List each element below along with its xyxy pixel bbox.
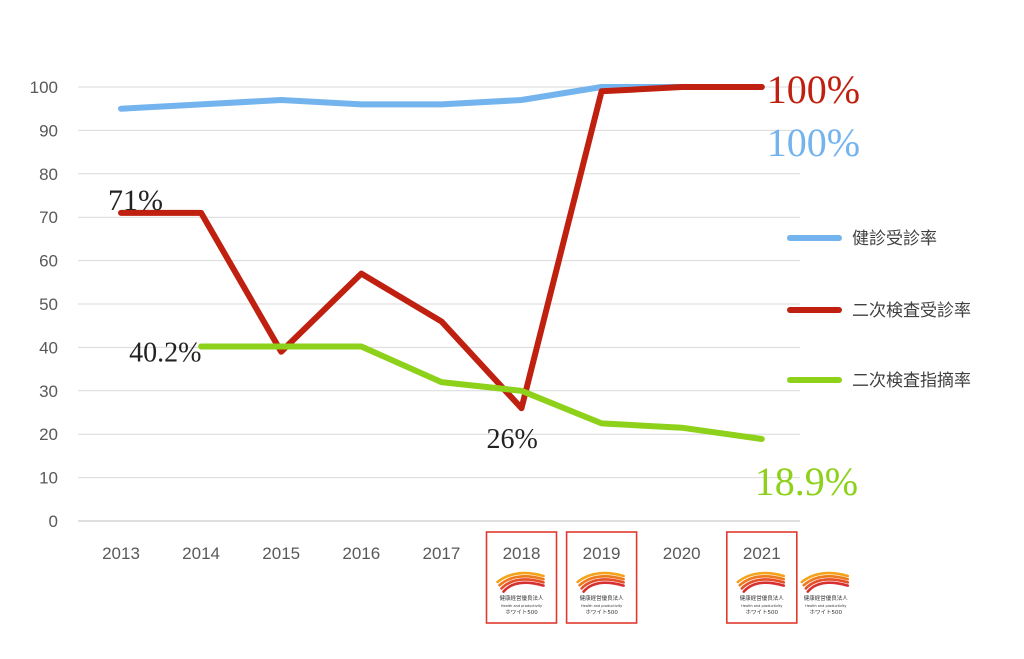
x-tick-label: 2013 xyxy=(102,544,140,563)
y-tick-label: 20 xyxy=(39,425,58,444)
swoosh xyxy=(502,581,545,593)
data-label: 26% xyxy=(487,424,538,455)
badge-frame xyxy=(725,531,798,624)
badge-frame xyxy=(565,531,638,624)
logo-lettering: Health and productivity xyxy=(805,604,846,608)
y-tick-label: 10 xyxy=(39,469,58,488)
x-tick-label: 2015 xyxy=(262,544,300,563)
swoosh xyxy=(740,578,786,590)
legend-label: 二次検査指摘率 xyxy=(852,371,971,391)
data-label: 18.9% xyxy=(755,459,858,504)
y-tick-label: 100 xyxy=(30,78,58,97)
logo-lettering: ホワイト500 xyxy=(746,609,779,616)
y-tick-label: 40 xyxy=(39,338,58,357)
y-tick-label: 50 xyxy=(39,295,58,314)
legend-label: 健診受診率 xyxy=(852,229,937,249)
data-label: 40.2% xyxy=(129,338,201,369)
y-axis-ticks: 0 10 20 30 40 50 60 70 80 90 100 xyxy=(30,78,58,531)
x-tick-label: 2016 xyxy=(342,544,380,563)
x-tick-label: 2018 xyxy=(503,544,541,563)
data-label: 71% xyxy=(108,184,163,217)
swoosh xyxy=(802,574,850,587)
logo-lettering: 健康経営優良法人 xyxy=(804,594,849,602)
swoosh xyxy=(580,578,625,590)
logo-lettering: Health and productivity xyxy=(501,604,542,608)
x-axis-ticks: 2013 2014 2015 2016 2017 2018 2019 2020 2021 xyxy=(102,544,781,563)
swoosh xyxy=(742,581,786,593)
y-tick-label: 70 xyxy=(39,208,58,227)
swoosh xyxy=(498,574,545,587)
legend-label: 二次検査受診率 xyxy=(852,301,971,321)
swoosh xyxy=(738,574,786,587)
logo-lettering: 健康経営優良法人 xyxy=(499,594,544,602)
y-tick-label: 60 xyxy=(39,252,58,271)
data-annotations: 100% 100% 71% 40.2% 26% 18.9% xyxy=(108,67,860,504)
x-tick-label: 2021 xyxy=(743,544,781,563)
gridlines xyxy=(78,86,800,522)
swoosh xyxy=(576,571,625,584)
swoosh xyxy=(500,578,545,590)
logo-lettering: Health and productivity xyxy=(741,604,782,608)
series-line xyxy=(118,84,765,412)
x-tick-label: 2020 xyxy=(663,544,701,563)
badge-frame xyxy=(485,531,558,624)
series-line xyxy=(198,343,765,442)
logo-lettering: ホワイト500 xyxy=(585,609,618,616)
swoosh xyxy=(578,574,625,587)
swoosh xyxy=(582,581,625,593)
logo-lettering: ホワイト500 xyxy=(810,609,843,616)
x-tick-label: 2017 xyxy=(422,544,460,563)
logo-lettering: Health and productivity xyxy=(581,604,622,608)
x-tick-label: 2014 xyxy=(182,544,220,563)
logo-lettering: 健康経営優良法人 xyxy=(580,594,625,602)
swoosh xyxy=(496,571,545,584)
swoosh xyxy=(804,578,850,590)
swoosh xyxy=(736,571,786,584)
x-tick-label: 2019 xyxy=(583,544,621,563)
swoosh xyxy=(806,581,850,593)
data-label: 100% xyxy=(767,120,860,165)
series-lines xyxy=(118,84,765,442)
y-tick-label: 30 xyxy=(39,382,58,401)
swoosh xyxy=(800,571,850,584)
y-tick-label: 80 xyxy=(39,165,58,184)
y-tick-label: 0 xyxy=(49,512,58,531)
logo-lettering: ホワイト500 xyxy=(505,609,538,616)
y-tick-label: 90 xyxy=(39,121,58,140)
logo-lettering: 健康経営優良法人 xyxy=(740,594,785,602)
data-label: 100% xyxy=(767,67,860,112)
